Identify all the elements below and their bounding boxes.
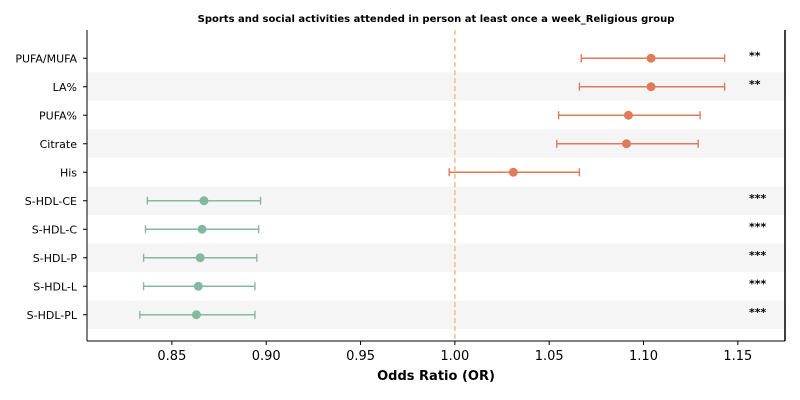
x-tick-label: 1.10 bbox=[629, 349, 658, 364]
or-point bbox=[508, 167, 518, 177]
y-tick-label: S-HDL-PL bbox=[27, 309, 78, 322]
or-point bbox=[646, 53, 656, 63]
x-ticks: 0.85 0.90 0.95 1.00 1.05 1.10 1.15 bbox=[157, 341, 752, 364]
y-tick-label: LA% bbox=[53, 81, 77, 94]
or-point bbox=[623, 110, 633, 120]
significance-label: *** bbox=[749, 306, 767, 319]
or-point bbox=[193, 281, 203, 291]
x-tick-label: 1.15 bbox=[723, 349, 752, 364]
y-tick-label: Citrate bbox=[40, 138, 78, 151]
y-tick-label: PUFA/MUFA bbox=[15, 52, 77, 65]
significance-label: *** bbox=[749, 277, 767, 290]
y-tick-label: S-HDL-P bbox=[33, 252, 78, 265]
axes bbox=[83, 30, 786, 342]
significance-label: ** bbox=[749, 49, 761, 62]
y-tick-label: S-HDL-CE bbox=[25, 195, 77, 208]
or-point bbox=[622, 139, 632, 149]
y-tick-labels: PUFA/MUFA LA% PUFA% Citrate His S-HDL-CE S-HDL… bbox=[15, 52, 77, 322]
or-point bbox=[199, 196, 209, 206]
significance-label: *** bbox=[749, 220, 767, 233]
x-tick-label: 1.05 bbox=[535, 349, 564, 364]
or-point bbox=[191, 310, 201, 320]
x-tick-label: 0.85 bbox=[157, 349, 186, 364]
x-axis-label: Odds Ratio (OR) bbox=[377, 369, 495, 384]
significance-label: *** bbox=[749, 249, 767, 262]
or-point bbox=[646, 82, 656, 92]
significance-label: ** bbox=[749, 78, 761, 91]
y-tick-label: His bbox=[60, 166, 77, 179]
significance-label: *** bbox=[749, 192, 767, 205]
point-estimates bbox=[191, 53, 656, 320]
x-tick-label: 0.90 bbox=[252, 349, 281, 364]
x-tick-label: 0.95 bbox=[346, 349, 375, 364]
y-tick-label: S-HDL-L bbox=[33, 280, 78, 293]
or-point bbox=[195, 253, 205, 263]
y-tick-label: S-HDL-C bbox=[32, 223, 78, 236]
y-tick-label: PUFA% bbox=[39, 109, 77, 122]
x-tick-label: 1.00 bbox=[440, 349, 469, 364]
significance-labels: ******************* bbox=[749, 49, 767, 319]
chart-title: Sports and social activities attended in… bbox=[198, 14, 675, 25]
or-point bbox=[197, 224, 207, 234]
